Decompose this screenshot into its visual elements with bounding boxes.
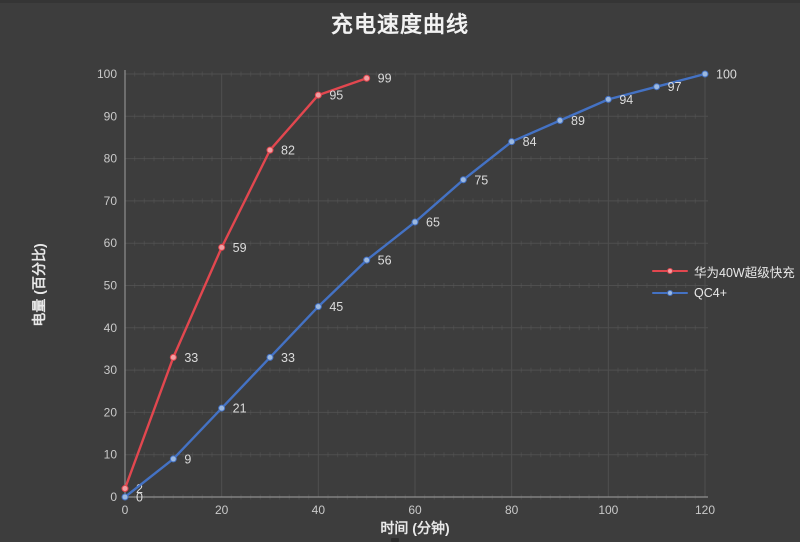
legend-marker-dot-red — [667, 268, 673, 274]
y-tick-label: 90 — [104, 109, 118, 123]
data-point-marker — [169, 455, 177, 463]
y-tick-label: 50 — [104, 279, 118, 293]
data-point-marker — [218, 243, 226, 251]
y-tick-label: 60 — [104, 236, 118, 250]
data-label: 89 — [571, 114, 585, 128]
data-label: 45 — [329, 300, 343, 314]
data-label: 33 — [281, 351, 295, 365]
data-label: 59 — [233, 241, 247, 255]
data-point-marker — [459, 176, 467, 184]
data-point-marker — [556, 117, 564, 125]
x-axis-title: 时间 (分钟) — [380, 520, 450, 536]
x-tick-label: 60 — [408, 503, 422, 517]
data-label: 100 — [716, 68, 737, 82]
y-tick-label: 70 — [104, 194, 118, 208]
data-label: 0 — [136, 491, 143, 505]
data-point-marker — [121, 493, 129, 501]
data-point-marker — [363, 74, 371, 82]
data-point-marker — [411, 218, 419, 226]
data-label: 97 — [668, 80, 682, 94]
x-tick-label: 40 — [312, 503, 326, 517]
legend: 华为40W超级快充 QC4+ — [652, 263, 795, 301]
legend-marker-dot-blue — [667, 290, 673, 296]
y-tick-label: 30 — [104, 363, 118, 377]
data-label: 84 — [523, 135, 537, 149]
data-point-marker — [218, 404, 226, 412]
cropped-watermark-fragment — [391, 538, 399, 542]
x-tick-label: 100 — [598, 503, 618, 517]
data-point-marker — [266, 146, 274, 154]
series-line-0 — [123, 77, 368, 489]
legend-line-sample-red — [652, 268, 688, 274]
y-tick-label: 10 — [104, 448, 118, 462]
data-point-marker — [604, 95, 612, 103]
data-point-marker — [266, 353, 274, 361]
x-tick-label: 20 — [215, 503, 229, 517]
data-label: 95 — [329, 89, 343, 103]
data-label: 33 — [184, 351, 198, 365]
x-tick-label: 80 — [505, 503, 519, 517]
data-point-marker — [121, 485, 129, 493]
y-tick-label: 20 — [104, 405, 118, 419]
data-point-marker — [653, 83, 661, 91]
legend-label: 华为40W超级快充 — [694, 265, 795, 280]
data-label: 99 — [378, 72, 392, 86]
legend-item-huawei-40w: 华为40W超级快充 — [652, 263, 795, 280]
data-point-marker — [169, 353, 177, 361]
chart-title: 充电速度曲线 — [330, 12, 469, 37]
data-point-marker — [314, 91, 322, 99]
x-tick-label: 120 — [695, 503, 715, 517]
y-tick-label: 40 — [104, 321, 118, 335]
legend-label: QC4+ — [694, 286, 728, 300]
data-label: 21 — [233, 402, 247, 416]
legend-item-qc4: QC4+ — [652, 285, 795, 301]
legend-line-sample-blue — [652, 290, 688, 296]
data-label: 75 — [474, 173, 488, 187]
data-point-marker — [508, 138, 516, 146]
data-label: 2 — [136, 482, 143, 496]
data-label: 56 — [378, 254, 392, 268]
y-tick-label: 100 — [97, 67, 117, 81]
data-label: 65 — [426, 216, 440, 230]
y-tick-label: 80 — [104, 152, 118, 166]
data-point-marker — [701, 70, 709, 78]
data-point-marker — [363, 256, 371, 264]
data-label: 82 — [281, 144, 295, 158]
data-label: 94 — [619, 93, 633, 107]
x-tick-label: 0 — [122, 503, 129, 517]
y-tick-label: 0 — [110, 490, 117, 504]
data-label: 9 — [184, 452, 191, 466]
data-point-marker — [314, 303, 322, 311]
y-axis-title-text: 电量 (百分比) — [31, 243, 47, 327]
